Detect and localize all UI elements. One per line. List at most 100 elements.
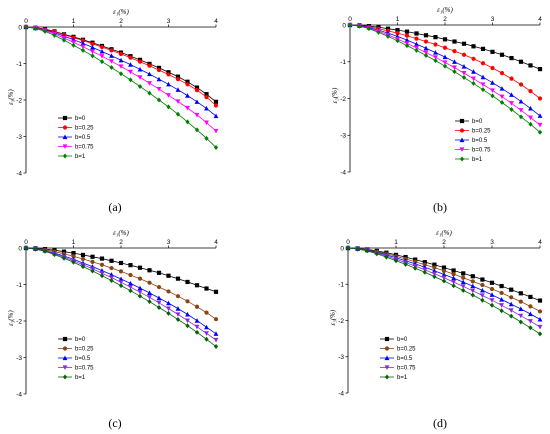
data-point — [185, 82, 190, 87]
x-tick-label: 0 — [24, 239, 28, 246]
data-point — [518, 108, 524, 113]
data-point — [537, 129, 543, 135]
y-tick-label: -3 — [16, 134, 22, 141]
data-point — [204, 92, 209, 97]
data-point — [137, 75, 143, 80]
data-point — [414, 47, 419, 53]
data-point — [461, 287, 466, 293]
data-point — [90, 254, 95, 259]
data-point — [451, 279, 456, 285]
y-tick-label: 0 — [342, 22, 346, 29]
data-point — [489, 280, 495, 285]
data-point — [71, 251, 76, 256]
legend-marker — [62, 125, 68, 130]
data-point — [194, 99, 200, 104]
data-point — [147, 268, 152, 273]
legend-marker — [62, 346, 68, 351]
data-point — [128, 62, 133, 67]
legend-marker — [62, 153, 68, 159]
data-point — [213, 337, 219, 343]
data-point — [80, 264, 86, 270]
x-tick-label: 3 — [167, 239, 171, 246]
data-point — [137, 293, 143, 299]
data-point — [194, 283, 200, 288]
data-point — [42, 28, 48, 34]
legend-entry: b=0 — [75, 337, 86, 343]
x-tick-label: 3 — [490, 239, 494, 246]
data-point — [99, 48, 105, 54]
legend-marker — [62, 336, 68, 342]
data-point — [185, 93, 190, 98]
data-point — [128, 77, 133, 83]
data-point — [204, 120, 209, 126]
legend-entry: b=0.25 — [472, 129, 491, 135]
y-tick-label: -2 — [338, 318, 344, 325]
data-point — [204, 331, 209, 336]
chart-panel-3: 0 1 2 3 40-1-2-3-4ε₁(%)ε₃(%)b=0b=0.25b=0.5b=… — [7, 229, 219, 430]
data-point — [385, 26, 391, 31]
data-point — [518, 313, 524, 319]
data-point — [433, 42, 438, 47]
data-point — [204, 324, 209, 330]
y-axis-label: ε₃(%) — [331, 87, 339, 103]
data-point — [489, 302, 495, 308]
data-point — [518, 82, 524, 87]
data-point — [403, 261, 408, 267]
data-point — [393, 258, 399, 264]
y-axis-label: ε₃(%) — [7, 89, 15, 105]
data-point — [528, 105, 533, 111]
data-point — [213, 144, 219, 150]
data-point — [422, 269, 427, 275]
data-point — [147, 71, 152, 77]
data-point — [175, 294, 181, 299]
y-tick-label: 0 — [18, 245, 22, 252]
data-point — [480, 74, 486, 80]
data-point — [52, 32, 57, 38]
data-point — [499, 71, 505, 76]
data-point — [166, 306, 171, 312]
data-point — [480, 297, 485, 303]
data-point — [385, 33, 391, 39]
data-point — [528, 63, 533, 68]
data-point — [490, 93, 495, 99]
y-axis-label: ε₃(%) — [7, 310, 15, 326]
data-point — [442, 54, 448, 60]
data-point — [480, 87, 486, 93]
data-point — [204, 336, 209, 342]
x-tick-label: 0 — [24, 18, 28, 25]
data-point — [80, 38, 86, 43]
legend: b=0 b=0.25 b=0.5 b=0.75 b=1 — [380, 336, 416, 381]
data-point — [175, 74, 181, 79]
data-point — [442, 60, 448, 65]
data-point — [518, 98, 524, 104]
data-point — [185, 79, 190, 84]
data-point — [509, 295, 514, 300]
legend-marker — [62, 355, 68, 361]
legend-entry: b=0.25 — [75, 126, 94, 132]
data-point — [528, 325, 533, 331]
data-point — [518, 59, 524, 64]
legend: b=0 b=0.25 b=0.5 b=0.75 b=1 — [58, 115, 94, 160]
data-point — [137, 290, 143, 295]
data-point — [480, 287, 485, 293]
data-point — [422, 260, 427, 265]
legend-entry: b=1 — [75, 375, 86, 381]
data-point — [480, 277, 485, 282]
data-point — [147, 299, 152, 305]
x-axis-label: ε₁(%) — [436, 229, 452, 237]
data-point — [99, 273, 105, 279]
data-point — [461, 64, 467, 69]
data-point — [414, 36, 419, 41]
data-point — [147, 290, 152, 295]
data-point — [128, 272, 133, 278]
x-tick-label: 2 — [119, 18, 123, 25]
data-point — [185, 105, 190, 111]
data-point — [518, 306, 524, 311]
data-point — [175, 87, 181, 92]
y-tick-label: -1 — [16, 61, 22, 68]
data-point — [461, 71, 467, 76]
data-point — [137, 59, 143, 64]
legend-marker — [459, 137, 465, 143]
data-point — [470, 279, 475, 284]
legend-entry: b=0.25 — [75, 347, 94, 353]
